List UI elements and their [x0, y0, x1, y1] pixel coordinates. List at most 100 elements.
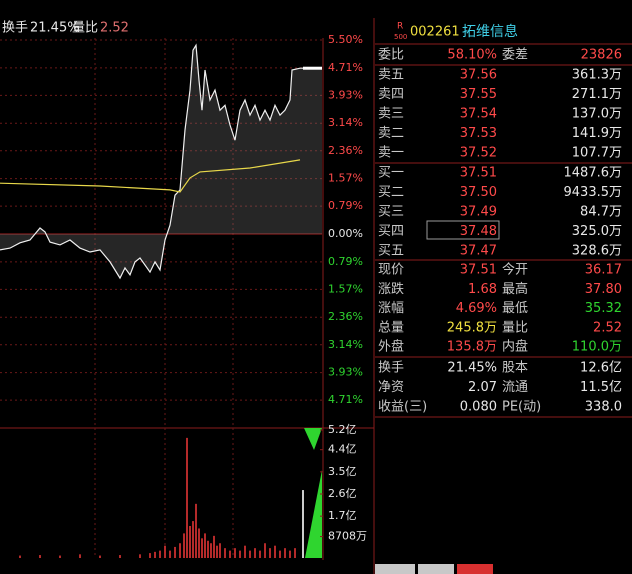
book-volume: 84.7万	[580, 205, 622, 220]
volume-bar	[269, 548, 271, 558]
y-tick-label: 3.93%	[328, 88, 363, 101]
tab[interactable]	[418, 564, 454, 574]
row-label: 净资	[378, 380, 404, 395]
book-price: 37.49	[460, 205, 497, 220]
book-volume: 141.9万	[572, 126, 622, 141]
row-value: 135.8万	[447, 340, 497, 355]
volume-bar	[119, 555, 121, 558]
book-price: 37.56	[460, 68, 497, 83]
volume-bar	[204, 533, 206, 558]
volume-bar	[264, 543, 266, 558]
row-label: 量比	[502, 320, 528, 335]
row-label: 流通	[502, 380, 528, 395]
volume-bar	[239, 550, 241, 558]
buy-sell-wedge	[305, 470, 322, 558]
row-value: 0.080	[460, 400, 497, 415]
price-area	[0, 45, 322, 279]
book-price: 37.52	[460, 146, 497, 161]
tab[interactable]	[375, 564, 415, 574]
volume-tick-label: 8708万	[328, 530, 367, 543]
badge: 500	[394, 33, 407, 41]
stock-name: 拓维信息	[462, 23, 518, 40]
volume-tick-label: 4.4亿	[328, 443, 357, 456]
volume-bar	[79, 554, 81, 558]
book-volume: 9433.5万	[564, 185, 623, 200]
volume-bar	[216, 545, 218, 558]
volume-bar	[249, 550, 251, 558]
volume-bar	[279, 550, 281, 558]
volume-bar	[198, 528, 200, 558]
volume-bar	[207, 540, 209, 558]
row-label: 委差	[502, 48, 528, 63]
row-label: 换手	[378, 361, 404, 376]
volume-bar	[149, 553, 151, 558]
header-value: 21.45%	[30, 21, 80, 36]
volume-bar	[169, 550, 171, 558]
volume-bar	[59, 555, 61, 558]
book-price: 37.47	[460, 244, 497, 259]
row-label: 外盘	[378, 339, 404, 355]
volume-bar	[186, 437, 188, 558]
volume-tick-label: 3.5亿	[328, 465, 357, 478]
y-tick-label: 5.50%	[328, 33, 363, 46]
book-price: 37.50	[460, 185, 497, 200]
row-label: PE(动)	[502, 400, 541, 415]
row-value: 21.45%	[447, 361, 497, 376]
row-value: 37.80	[585, 282, 622, 297]
current-price-marker	[303, 66, 322, 70]
book-label: 卖二	[378, 126, 404, 141]
volume-tick-label: 5.2亿	[328, 423, 357, 436]
volume-bar	[213, 535, 215, 558]
book-label: 买三	[378, 205, 404, 220]
badge: R	[397, 22, 403, 32]
volume-bar	[183, 533, 185, 558]
volume-bar	[139, 554, 141, 558]
book-volume: 137.0万	[572, 107, 622, 122]
row-value: 110.0万	[572, 340, 622, 355]
volume-bar	[195, 503, 197, 558]
book-volume: 107.7万	[572, 146, 622, 161]
book-label: 卖四	[378, 87, 404, 102]
book-label: 买五	[378, 244, 404, 259]
volume-bar	[179, 543, 181, 558]
volume-tick-label: 1.7亿	[328, 509, 357, 522]
volume-bar	[284, 548, 286, 558]
book-volume: 328.6万	[572, 244, 622, 259]
volume-bar	[259, 550, 261, 558]
y-tick-label: 0.00%	[328, 227, 363, 240]
book-label: 卖三	[378, 107, 404, 122]
book-volume: 361.3万	[572, 68, 622, 83]
header-label: 换手	[2, 21, 28, 36]
row-label: 委比	[378, 48, 404, 63]
volume-bar	[234, 548, 236, 558]
volume-bar	[289, 550, 291, 558]
volume-bar	[159, 550, 161, 558]
volume-bar	[210, 543, 212, 558]
row-value: 4.69%	[456, 301, 497, 316]
book-price: 37.51	[460, 166, 497, 181]
buy-sell-wedge	[304, 428, 322, 450]
row-label: 收益(三)	[378, 400, 427, 415]
row-label: 内盘	[502, 339, 528, 355]
y-tick-label: 0.79%	[328, 255, 363, 268]
volume-bar	[174, 546, 176, 558]
volume-bar	[302, 490, 304, 558]
book-volume: 271.1万	[572, 87, 622, 102]
row-value: 23826	[581, 48, 622, 63]
row-value: 35.32	[585, 301, 622, 316]
volume-bar	[294, 548, 296, 558]
tab[interactable]	[457, 564, 493, 574]
row-value: 1.68	[468, 282, 497, 297]
volume-bar	[229, 550, 231, 558]
volume-bar	[19, 555, 21, 558]
selection-box	[426, 220, 500, 240]
volume-bar	[192, 521, 194, 558]
volume-bar	[274, 545, 276, 558]
row-value: 37.51	[460, 263, 497, 278]
header-value: 2.52	[100, 21, 129, 36]
row-value: 338.0	[585, 400, 622, 415]
book-label: 卖一	[378, 146, 404, 161]
volume-bar	[254, 548, 256, 558]
stock-code: 002261	[410, 25, 460, 40]
